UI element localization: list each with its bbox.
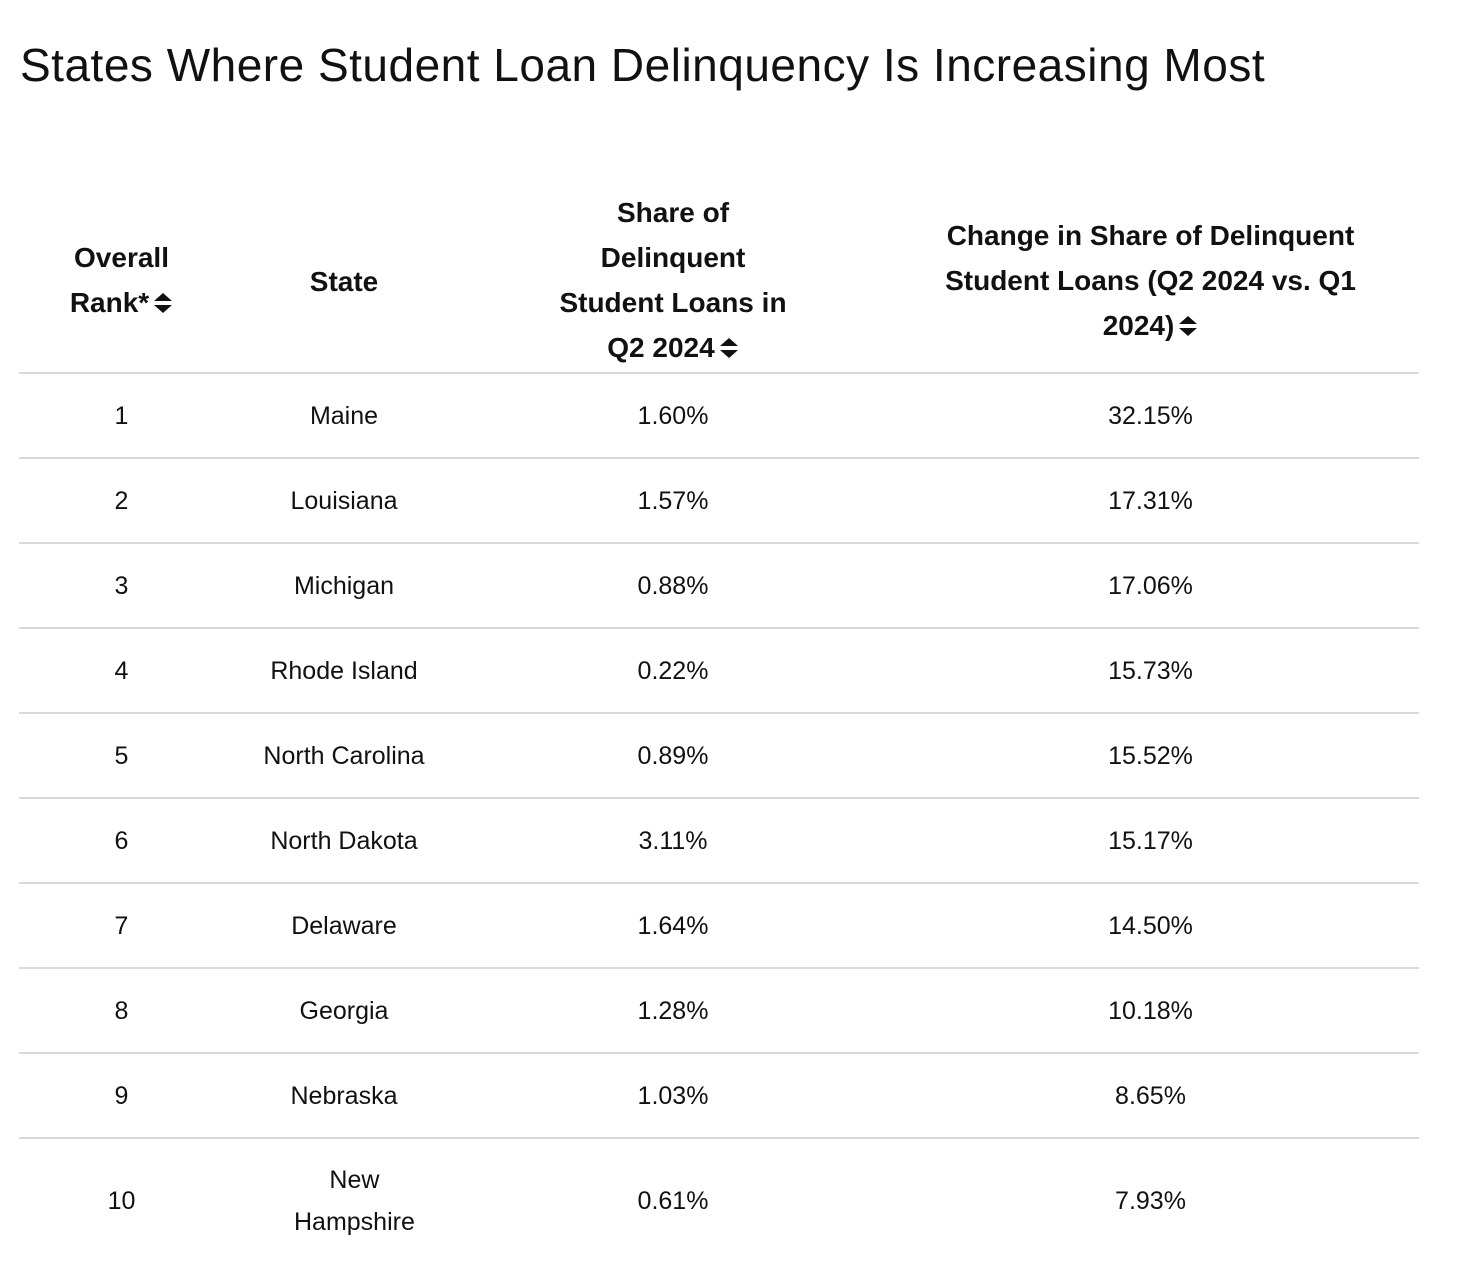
header-share-q2-2024[interactable]: Share of Delinquent Student Loans in Q2 …: [464, 190, 882, 374]
change-cell: 17.06%: [882, 543, 1419, 629]
header-overall-rank[interactable]: Overall Rank*: [19, 190, 224, 374]
share-cell: 0.61%: [637, 1187, 709, 1215]
rank-cell: 8: [19, 968, 224, 1054]
share-cell: 0.89%: [464, 713, 882, 799]
state-cell: Rhode Island: [224, 628, 464, 714]
rank-cell: 9: [19, 1053, 224, 1139]
header-label: Share of Delinquent Student Loans in Q2 …: [559, 197, 787, 363]
share-cell: 0.88%: [464, 543, 882, 629]
change-cell: 32.15%: [882, 373, 1419, 459]
state-cell: New Hampshire: [224, 1138, 464, 1263]
page-title: States Where Student Loan Delinquency Is…: [20, 39, 1266, 91]
state-cell: North Carolina: [224, 713, 464, 799]
rank-cell: 10: [107, 1187, 136, 1215]
change-cell: 15.17%: [882, 798, 1419, 884]
sort-icon[interactable]: [1178, 305, 1198, 350]
rank-cell: 7: [19, 883, 224, 969]
state-cell: Nebraska: [224, 1053, 464, 1139]
sort-icon[interactable]: [153, 282, 173, 327]
change-cell: 15.73%: [882, 628, 1419, 714]
table-row: 10 New Hampshire 0.61% 7.93%: [19, 1138, 1419, 1263]
share-cell: 3.11%: [464, 798, 882, 884]
table-row: 3 Michigan 0.88% 17.06%: [19, 543, 1419, 629]
state-cell: Maine: [224, 373, 464, 459]
table-header-row: Overall Rank* State Share of Delinquent …: [19, 190, 1419, 374]
rank-cell: 3: [19, 543, 224, 629]
header-change-in-share[interactable]: Change in Share of Delinquent Student Lo…: [882, 190, 1419, 374]
data-table: Overall Rank* State Share of Delinquent …: [19, 190, 1419, 1263]
state-cell: North Dakota: [224, 798, 464, 884]
change-cell: 7.93%: [1115, 1187, 1186, 1215]
rank-cell: 6: [19, 798, 224, 884]
change-cell: 10.18%: [882, 968, 1419, 1054]
header-label: Change in Share of Delinquent Student Lo…: [945, 219, 1356, 341]
share-cell: 1.57%: [464, 458, 882, 544]
state-cell: Louisiana: [224, 458, 464, 544]
change-cell: 14.50%: [882, 883, 1419, 969]
rank-cell: 2: [19, 458, 224, 544]
header-label: State: [309, 265, 379, 297]
table-row: 7 Delaware 1.64% 14.50%: [19, 883, 1419, 969]
state-name: New Hampshire: [294, 1166, 415, 1236]
sort-icon[interactable]: [719, 327, 739, 372]
table-row: 9 Nebraska 1.03% 8.65%: [19, 1053, 1419, 1139]
share-cell: 1.03%: [464, 1053, 882, 1139]
share-cell: 1.28%: [464, 968, 882, 1054]
share-cell: 1.60%: [464, 373, 882, 459]
data-table-container: Overall Rank* State Share of Delinquent …: [19, 190, 1419, 1263]
change-cell: 8.65%: [882, 1053, 1419, 1139]
state-cell: Georgia: [224, 968, 464, 1054]
rank-cell: 1: [19, 373, 224, 459]
share-cell: 0.22%: [464, 628, 882, 714]
header-label: Overall Rank*: [69, 242, 169, 318]
rank-cell: 5: [19, 713, 224, 799]
share-cell: 1.64%: [464, 883, 882, 969]
state-cell: Delaware: [224, 883, 464, 969]
table-row: 8 Georgia 1.28% 10.18%: [19, 968, 1419, 1054]
table-row: 2 Louisiana 1.57% 17.31%: [19, 458, 1419, 544]
rank-cell: 4: [19, 628, 224, 714]
change-cell: 15.52%: [882, 713, 1419, 799]
table-row: 1 Maine 1.60% 32.15%: [19, 373, 1419, 459]
table-row: 4 Rhode Island 0.22% 15.73%: [19, 628, 1419, 714]
table-row: 5 North Carolina 0.89% 15.52%: [19, 713, 1419, 799]
header-state: State: [224, 190, 464, 374]
change-cell: 17.31%: [882, 458, 1419, 544]
table-row: 6 North Dakota 3.11% 15.17%: [19, 798, 1419, 884]
state-cell: Michigan: [224, 543, 464, 629]
